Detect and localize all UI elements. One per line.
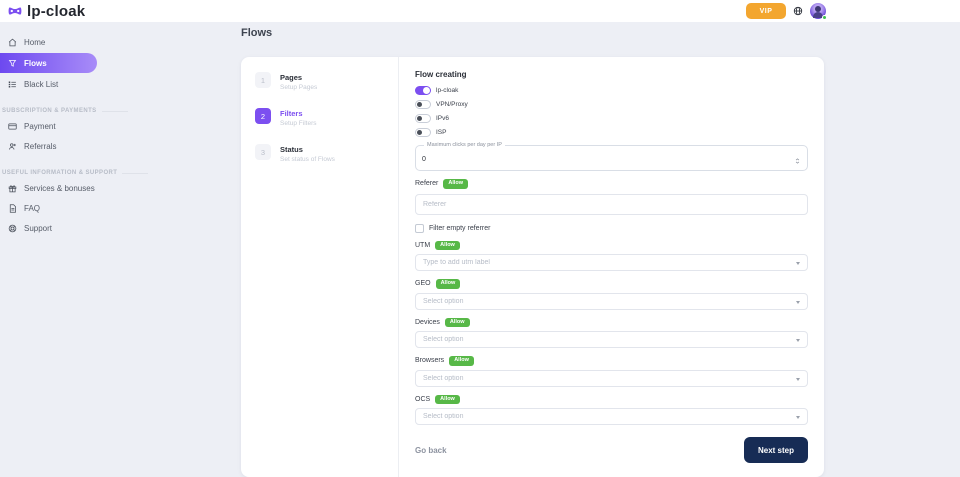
ocs-label: OCS	[415, 395, 431, 403]
sidebar-item-label: FAQ	[24, 203, 41, 213]
toggle-ipv6[interactable]: IPv6	[415, 114, 808, 123]
sidebar-item-payment[interactable]: Payment	[0, 116, 210, 136]
step-title: Filters	[280, 109, 303, 118]
top-header: lp-cloak VIP	[0, 0, 960, 22]
sidebar-item-label: Payment	[24, 121, 56, 131]
toggle-vpn-proxy[interactable]: VPN/Proxy	[415, 100, 808, 109]
devices-select[interactable]	[415, 331, 808, 348]
browsers-label: Browsers	[415, 357, 445, 365]
sidebar-item-services[interactable]: Services & bonuses	[0, 178, 210, 198]
utm-allow-badge[interactable]: Allow	[435, 240, 460, 250]
step-subtitle: Set status of Flows	[280, 156, 335, 163]
next-step-button[interactable]: Next step	[743, 437, 808, 463]
step-filters[interactable]: 2 Filters Setup Filters	[255, 108, 384, 127]
credit-card-icon	[8, 122, 17, 131]
page-title: Flows	[241, 27, 273, 39]
filters-form: Flow creating lp-cloak VPN/Proxy IPv6 IS…	[399, 57, 824, 477]
app-logo[interactable]: lp-cloak	[8, 3, 85, 20]
ocs-allow-badge[interactable]: Allow	[435, 394, 460, 404]
referer-allow-badge[interactable]: Allow	[443, 179, 469, 189]
step-title: Pages	[280, 73, 303, 82]
browsers-allow-badge[interactable]: Allow	[449, 356, 474, 366]
sidebar-item-faq[interactable]: FAQ	[0, 198, 210, 218]
home-icon	[8, 38, 17, 47]
sidebar: Home Flows Black List SUBSCRIPTION & PAY…	[0, 32, 210, 238]
sidebar-item-label: Services & bonuses	[24, 183, 95, 193]
sidebar-item-label: Black List	[24, 79, 59, 89]
chevron-down-icon	[796, 262, 800, 265]
step-subtitle: Setup Filters	[280, 120, 317, 127]
chevron-down-icon	[796, 377, 800, 381]
sidebar-item-label: Support	[24, 223, 53, 233]
step-status[interactable]: 3 Status Set status of Flows	[255, 144, 384, 163]
sidebar-item-flows[interactable]: Flows	[0, 53, 97, 73]
sidebar-item-support[interactable]: Support	[0, 218, 210, 238]
sidebar-item-label: Home	[24, 37, 46, 47]
gift-icon	[8, 184, 17, 193]
sidebar-section-support: USEFUL INFORMATION & SUPPORT	[0, 170, 210, 176]
list-icon	[8, 80, 17, 89]
geo-select[interactable]	[415, 292, 808, 310]
step-title: Status	[280, 145, 303, 154]
referer-label: Referer	[415, 180, 439, 188]
flows-icon	[8, 59, 17, 68]
go-back-button[interactable]: Go back	[415, 445, 447, 455]
chevron-down-icon	[796, 416, 800, 419]
step-subtitle: Setup Pages	[280, 84, 318, 91]
geo-allow-badge[interactable]: Allow	[435, 279, 461, 289]
mask-logo-icon	[8, 4, 22, 18]
utm-select[interactable]	[415, 254, 808, 271]
referer-input[interactable]	[415, 193, 808, 215]
devices-label: Devices	[415, 318, 440, 326]
online-status-dot	[822, 15, 827, 20]
step-number: 1	[255, 72, 271, 88]
sidebar-section-payments: SUBSCRIPTION & PAYMENTS	[0, 108, 210, 114]
step-pages[interactable]: 1 Pages Setup Pages	[255, 72, 384, 91]
language-globe-icon[interactable]	[793, 6, 803, 16]
filter-empty-referrer-checkbox[interactable]: Filter empty referrer	[415, 223, 808, 233]
browsers-select[interactable]	[415, 369, 808, 387]
user-avatar[interactable]	[810, 3, 827, 20]
toggle-switch-off[interactable]	[415, 114, 431, 123]
flow-creating-card: 1 Pages Setup Pages 2 Filters Setup Filt…	[241, 57, 824, 477]
toggle-lp-cloak[interactable]: lp-cloak	[415, 86, 808, 95]
geo-label: GEO	[415, 280, 431, 288]
max-clicks-field: Maximum clicks per day per IP	[415, 142, 808, 171]
chevron-down-icon	[796, 300, 800, 304]
sidebar-item-home[interactable]: Home	[0, 32, 210, 52]
chevron-down-icon	[796, 339, 800, 342]
checkbox-unchecked[interactable]	[415, 223, 424, 233]
step-number: 3	[255, 144, 271, 160]
devices-allow-badge[interactable]: Allow	[444, 317, 470, 327]
document-icon	[8, 203, 17, 213]
toggle-switch-on[interactable]	[415, 86, 431, 95]
toggle-switch-off[interactable]	[415, 100, 431, 109]
utm-label: UTM	[415, 241, 431, 249]
toggle-isp[interactable]: ISP	[415, 128, 808, 137]
sidebar-item-black-list[interactable]: Black List	[0, 74, 210, 94]
vip-button[interactable]: VIP	[746, 3, 786, 19]
app-title: lp-cloak	[27, 2, 86, 20]
sidebar-item-label: Referrals	[24, 141, 57, 151]
toggle-switch-off[interactable]	[415, 128, 431, 137]
form-title: Flow creating	[415, 70, 467, 79]
person-plus-icon	[8, 142, 17, 151]
wizard-steps: 1 Pages Setup Pages 2 Filters Setup Filt…	[241, 57, 399, 477]
lifebuoy-icon	[8, 224, 17, 233]
step-number: 2	[255, 108, 271, 124]
ocs-select[interactable]	[415, 408, 808, 425]
sidebar-item-label: Flows	[24, 58, 47, 68]
number-stepper-icon[interactable]	[794, 156, 801, 166]
max-clicks-label: Maximum clicks per day per IP	[427, 142, 502, 148]
max-clicks-input[interactable]	[422, 156, 764, 163]
sidebar-item-referrals[interactable]: Referrals	[0, 136, 210, 156]
